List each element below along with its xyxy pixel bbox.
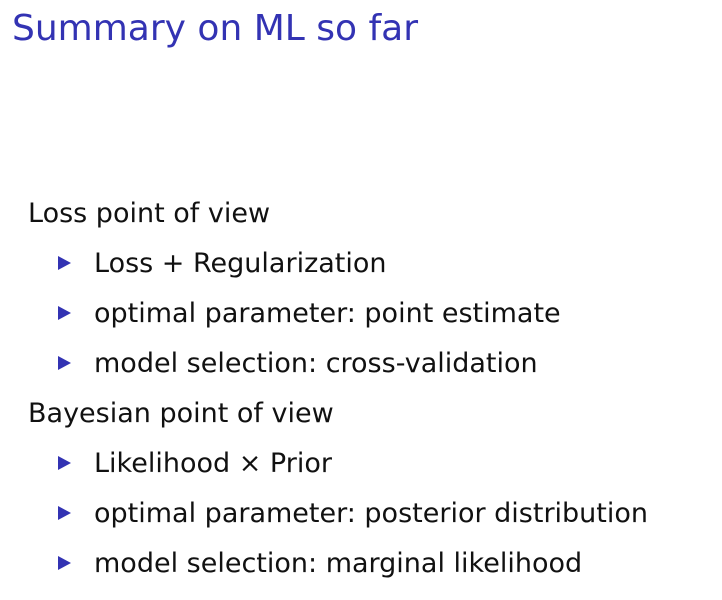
bullet-text: optimal parameter: point estimate bbox=[94, 298, 561, 329]
section-heading: Loss point of view bbox=[28, 198, 271, 229]
triangle-bullet-icon bbox=[58, 456, 71, 470]
slide-content: Loss point of view Loss + Regularization… bbox=[28, 189, 718, 589]
section-heading: Bayesian point of view bbox=[28, 398, 334, 429]
bullet-item: optimal parameter: point estimate bbox=[28, 289, 718, 339]
triangle-bullet-icon bbox=[58, 356, 71, 370]
bullet-text: model selection: marginal likelihood bbox=[94, 548, 583, 579]
triangle-bullet-icon bbox=[58, 506, 71, 520]
triangle-bullet-icon bbox=[58, 306, 71, 320]
section-loss: Loss point of view Loss + Regularization… bbox=[28, 189, 718, 389]
bullet-text: Loss + Regularization bbox=[94, 248, 387, 279]
bullet-text: Likelihood × Prior bbox=[94, 448, 332, 479]
bullet-item: Loss + Regularization bbox=[28, 239, 718, 289]
bullet-item: Likelihood × Prior bbox=[28, 439, 718, 489]
bullet-item: model selection: marginal likelihood bbox=[28, 539, 718, 589]
bullet-list: Likelihood × Prior optimal parameter: po… bbox=[28, 439, 718, 589]
triangle-bullet-icon bbox=[58, 256, 71, 270]
section-bayesian: Bayesian point of view Likelihood × Prio… bbox=[28, 389, 718, 589]
slide-title: Summary on ML so far bbox=[12, 8, 419, 49]
bullet-item: optimal parameter: posterior distributio… bbox=[28, 489, 718, 539]
bullet-list: Loss + Regularization optimal parameter:… bbox=[28, 239, 718, 389]
bullet-item: model selection: cross-validation bbox=[28, 339, 718, 389]
bullet-text: optimal parameter: posterior distributio… bbox=[94, 498, 649, 529]
triangle-bullet-icon bbox=[58, 556, 71, 570]
bullet-text: model selection: cross-validation bbox=[94, 348, 538, 379]
